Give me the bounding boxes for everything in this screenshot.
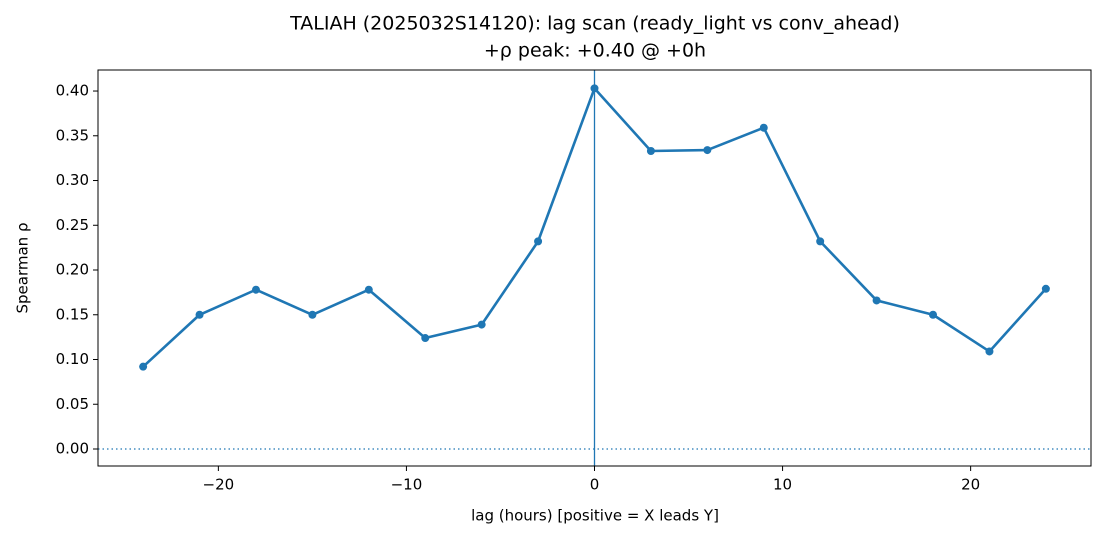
x-tick-label: −10 bbox=[391, 476, 423, 494]
x-axis-label: lag (hours) [positive = X leads Y] bbox=[471, 507, 719, 525]
data-point bbox=[421, 334, 430, 343]
y-tick-label: 0.05 bbox=[56, 395, 89, 413]
y-tick-label: 0.10 bbox=[56, 350, 89, 368]
x-tick-label: 10 bbox=[773, 476, 792, 494]
y-tick-label: 0.30 bbox=[56, 171, 89, 189]
data-point bbox=[872, 296, 881, 305]
x-tick-label: 20 bbox=[961, 476, 980, 494]
data-point bbox=[1041, 284, 1050, 293]
data-point bbox=[759, 123, 768, 132]
data-point bbox=[816, 237, 825, 246]
data-point bbox=[985, 347, 994, 356]
data-point bbox=[534, 237, 543, 246]
y-tick-label: 0.20 bbox=[56, 261, 89, 279]
data-point bbox=[308, 310, 317, 319]
x-tick-label: −20 bbox=[203, 476, 235, 494]
plot-frame bbox=[97, 69, 1092, 467]
y-tick-label: 0.00 bbox=[56, 439, 89, 457]
y-tick-label: 0.25 bbox=[56, 216, 89, 234]
data-point bbox=[646, 146, 655, 155]
y-tick-label: 0.40 bbox=[56, 82, 89, 100]
x-tick-label: 0 bbox=[590, 476, 600, 494]
data-point bbox=[195, 310, 204, 319]
data-point bbox=[139, 362, 148, 371]
y-axis-label: Spearman ρ bbox=[14, 223, 32, 314]
data-point bbox=[364, 285, 373, 294]
data-point bbox=[590, 84, 599, 93]
data-point bbox=[929, 310, 938, 319]
data-point bbox=[251, 285, 260, 294]
y-tick-label: 0.15 bbox=[56, 305, 89, 323]
chart-title: TALIAH (2025032S14120): lag scan (ready_… bbox=[289, 13, 900, 35]
chart-subtitle: +ρ peak: +0.40 @ +0h bbox=[484, 40, 706, 62]
y-tick-label: 0.35 bbox=[56, 126, 89, 144]
data-point bbox=[477, 320, 486, 329]
data-point bbox=[703, 146, 712, 155]
